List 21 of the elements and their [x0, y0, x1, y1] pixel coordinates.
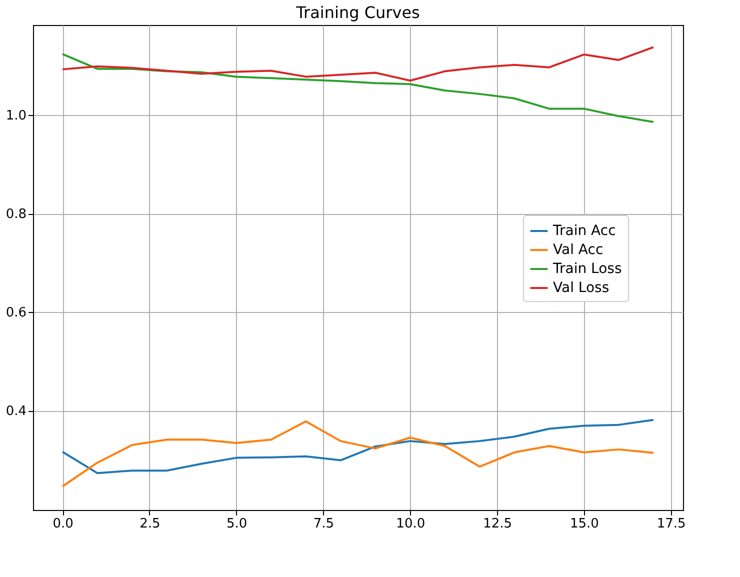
x-tick-label: 17.5	[656, 516, 686, 532]
x-tick-label: 10.0	[396, 516, 426, 532]
chart-title: Training Curves	[295, 3, 420, 22]
line-series	[62, 53, 654, 123]
line-series	[62, 46, 654, 82]
legend-label: Val Loss	[553, 280, 610, 296]
y-tick-label: 0.4	[6, 404, 26, 420]
y-tick-label: 0.6	[6, 306, 26, 321]
x-tick-label: 0.0	[52, 516, 74, 532]
line-series	[62, 418, 654, 474]
x-tick-label: 7.5	[313, 516, 334, 532]
x-tick-label: 2.5	[140, 516, 160, 532]
y-tick-label: 1.0	[6, 108, 26, 124]
legend-label: Train Acc	[552, 223, 616, 239]
x-tick-label: 15.0	[570, 516, 599, 532]
legend-label: Val Acc	[553, 242, 604, 258]
x-tick-label: 12.5	[483, 516, 512, 532]
x-tick-label: 5.0	[226, 516, 248, 532]
line-series	[62, 420, 654, 488]
legend-label: Train Loss	[552, 261, 622, 277]
y-tick-label: 0.8	[6, 207, 26, 222]
